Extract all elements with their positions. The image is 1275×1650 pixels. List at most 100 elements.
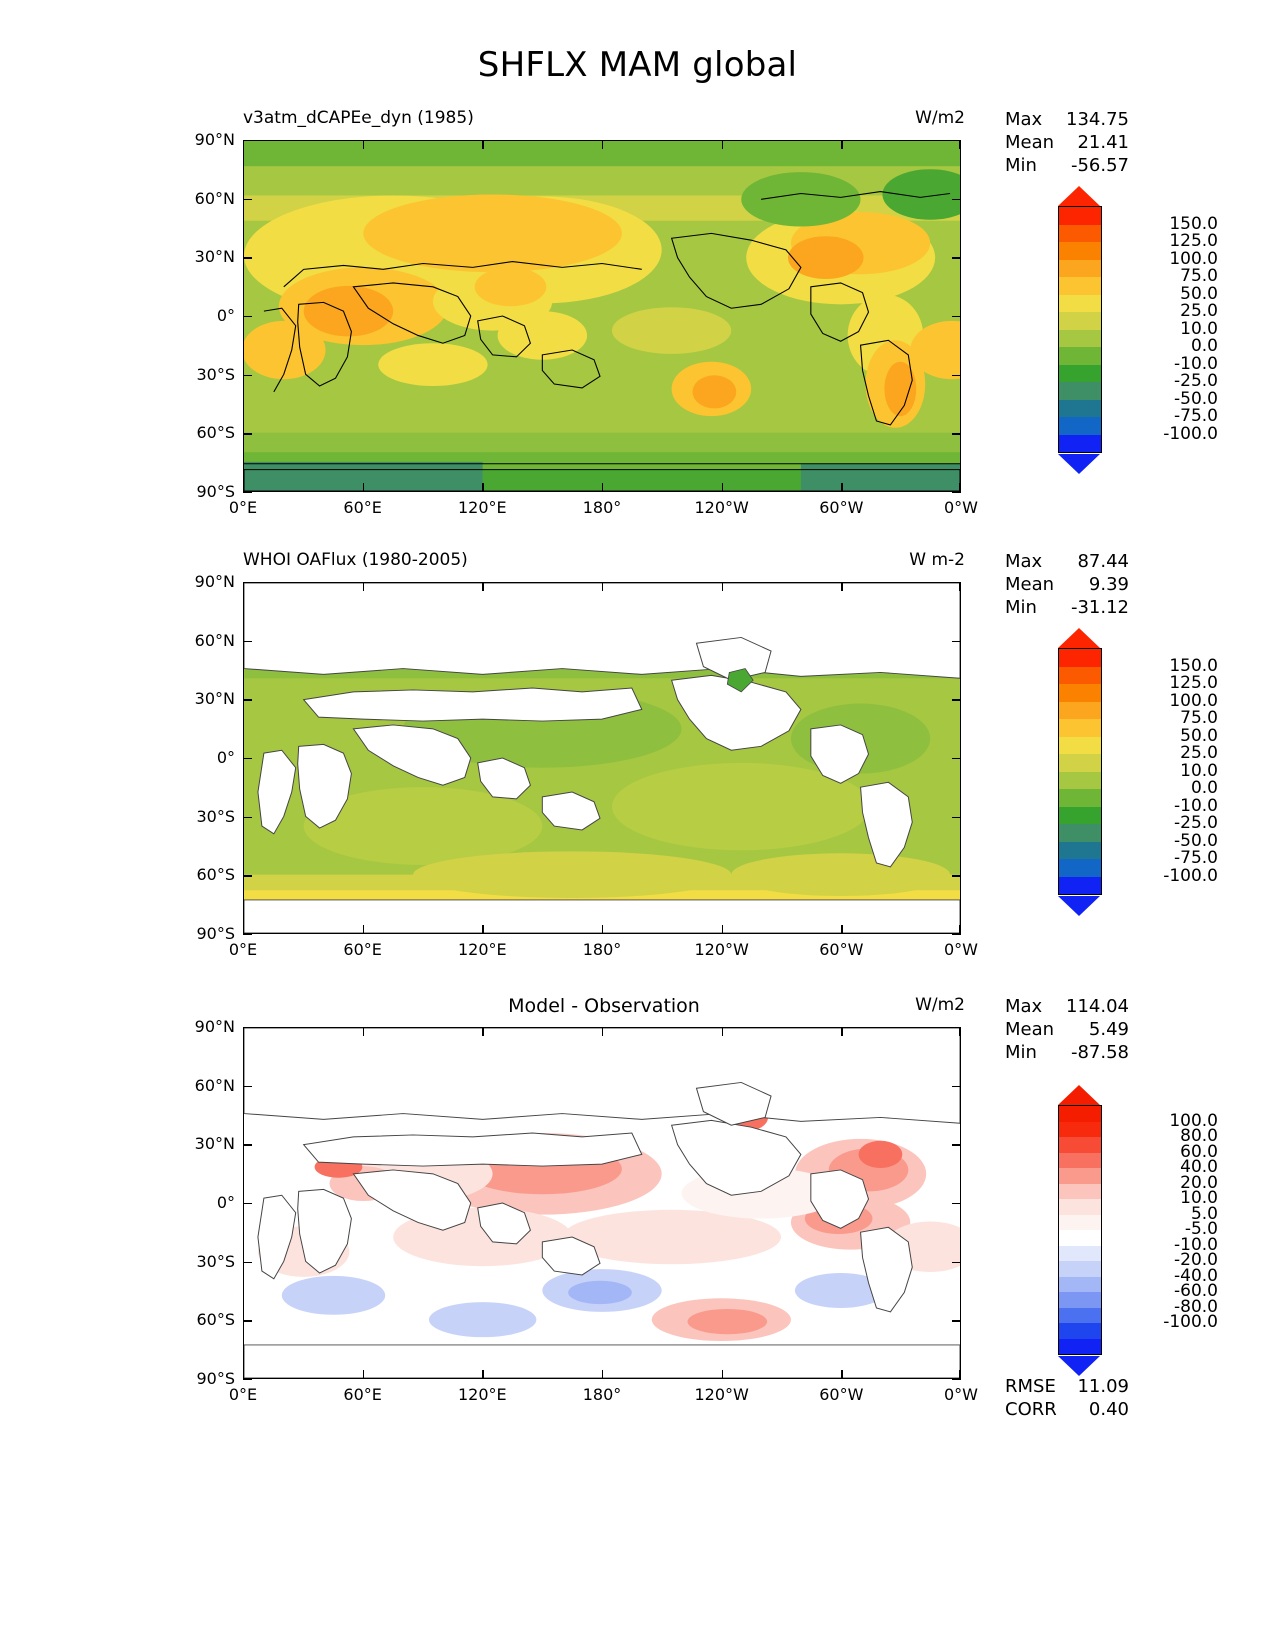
lat-tickmark — [243, 875, 252, 877]
lat-tickmark — [243, 198, 252, 200]
stat-value: 5.49 — [1088, 1019, 1129, 1040]
colorbar-segment — [1059, 771, 1101, 789]
lon-tickmark — [602, 1370, 604, 1379]
lat-axis-labels-difference: 90°N 60°N 30°N 0° 30°S 60°S 90°S — [163, 1017, 235, 1388]
colorbar-segment — [1059, 1230, 1101, 1246]
lon-tickmark — [243, 140, 245, 149]
colorbar-tick-label: 75.0 — [1180, 708, 1218, 728]
lat-tickmark — [952, 640, 961, 642]
lat-tickmarks-difference — [243, 1027, 961, 1381]
lat-tickmark — [243, 1085, 252, 1087]
lon-tickmark — [841, 582, 843, 591]
colorbar-extend-bottom — [1058, 1356, 1100, 1376]
stat-value: 87.44 — [1077, 551, 1129, 572]
colorbar-tick-label: 125.0 — [1169, 231, 1218, 251]
colorbar-tick-label: 150.0 — [1169, 655, 1218, 676]
lon-tick-label: 0°W — [944, 498, 978, 517]
colorbar-segment — [1059, 806, 1101, 824]
stat-label: Max — [1005, 109, 1043, 130]
colorbar-extend-top — [1058, 628, 1100, 648]
stat-label: Mean — [1005, 1019, 1055, 1040]
colorbar-tick-label: 20.0 — [1180, 1172, 1218, 1193]
lat-tick-label: 60°N — [194, 188, 235, 208]
colorbar-segment — [1059, 1106, 1101, 1122]
lat-tickmark — [952, 699, 961, 701]
colorbar-tick-label: -60.0 — [1174, 1281, 1218, 1301]
colorbar-body — [1058, 206, 1102, 453]
lon-tick-label: 60°E — [343, 1385, 382, 1404]
lat-tickmark — [952, 1085, 961, 1087]
lat-tickmark — [243, 640, 252, 642]
lon-tick-label: 0°E — [228, 1385, 258, 1404]
colorbar-tick-label: 100.0 — [1169, 248, 1218, 269]
colorbar-tick-label: -80.0 — [1174, 1296, 1218, 1317]
lat-tick-label: 90°N — [194, 130, 235, 149]
lat-tickmark — [952, 257, 961, 259]
lat-tickmark — [243, 374, 252, 376]
stat-label: Mean — [1005, 132, 1055, 153]
lon-tickmark — [482, 582, 484, 591]
lon-tickmark — [602, 483, 604, 492]
lon-tickmark — [721, 483, 723, 492]
lat-tick-label: 30°S — [196, 806, 235, 826]
lon-tickmark — [482, 140, 484, 149]
rmse-value: 11.09 — [1077, 1376, 1129, 1397]
colorbar-extend-top — [1058, 186, 1100, 206]
colorbar-tick-label: -40.0 — [1174, 1265, 1218, 1286]
lon-tickmark — [482, 925, 484, 934]
colorbar-segment — [1059, 207, 1101, 225]
panel-title: v3atm_dCAPEe_dyn (1985) — [243, 108, 474, 128]
colorbar-tick-label: -75.0 — [1174, 406, 1218, 426]
colorbar-segment — [1059, 1307, 1101, 1323]
colorbar-tick-label: -10.0 — [1174, 1234, 1218, 1255]
lon-tick-label: 120°E — [458, 1385, 507, 1404]
lat-tickmarks-observation — [243, 582, 961, 936]
lat-axis-labels-observation: 90°N 60°N 30°N 0° 30°S 60°S 90°S — [163, 572, 235, 943]
lon-tickmark — [362, 140, 364, 149]
lon-tick-label: 120°W — [694, 498, 749, 517]
lat-tickmark — [243, 1027, 252, 1029]
lat-tick-label: 0° — [216, 1193, 235, 1212]
colorbar-tick-label: -25.0 — [1174, 813, 1218, 833]
stat-label: Min — [1005, 1042, 1037, 1063]
lat-tick-label: 0° — [216, 306, 235, 325]
colorbar-tick-label: -10.0 — [1174, 795, 1218, 816]
lat-tickmark — [952, 374, 961, 376]
lon-tickmark — [482, 1370, 484, 1379]
lat-tick-label: 90°N — [194, 572, 235, 591]
stat-value: 134.75 — [1066, 109, 1129, 130]
lat-axis-labels-model: 90°N 60°N 30°N 0° 30°S 60°S 90°S — [163, 130, 235, 501]
panel-title: WHOI OAFlux (1980-2005) — [243, 550, 468, 570]
stat-label: Min — [1005, 597, 1037, 618]
colorbar-segment — [1059, 789, 1101, 807]
lon-tickmark — [959, 582, 961, 591]
colorbar-segment — [1059, 242, 1101, 260]
lat-tick-label: 30°N — [194, 1134, 235, 1154]
lat-tickmark — [243, 934, 252, 936]
stat-label: Min — [1005, 155, 1037, 176]
lon-tick-label: 60°W — [819, 1385, 864, 1404]
lat-tickmark — [952, 140, 961, 142]
colorbar-segment — [1059, 1338, 1101, 1354]
lat-tickmark — [243, 699, 252, 701]
lat-tickmark — [243, 582, 252, 584]
panel-units: W/m2 — [915, 108, 965, 128]
lon-tick-label: 0°E — [228, 498, 258, 517]
colorbar-tick-label: 0.0 — [1190, 778, 1218, 798]
lat-tick-label: 60°S — [196, 865, 235, 885]
lon-tickmark — [482, 1027, 484, 1036]
lon-tickmark — [841, 1370, 843, 1379]
lon-tickmark — [362, 483, 364, 492]
colorbar-tick-label: 100.0 — [1169, 1110, 1218, 1131]
lon-tickmarks-observation — [243, 582, 961, 934]
lat-tickmark — [243, 492, 252, 494]
lon-tick-label: 0°E — [228, 940, 258, 959]
lat-tickmark — [952, 1144, 961, 1146]
colorbar-tick-label: -50.0 — [1174, 830, 1218, 851]
colorbar-tick-label: 40.0 — [1180, 1157, 1218, 1177]
lon-tickmark — [721, 582, 723, 591]
figure-title: SHFLX MAM global — [477, 45, 798, 85]
lat-tickmark — [952, 816, 961, 818]
colorbar-tick-label: -100.0 — [1163, 423, 1218, 444]
